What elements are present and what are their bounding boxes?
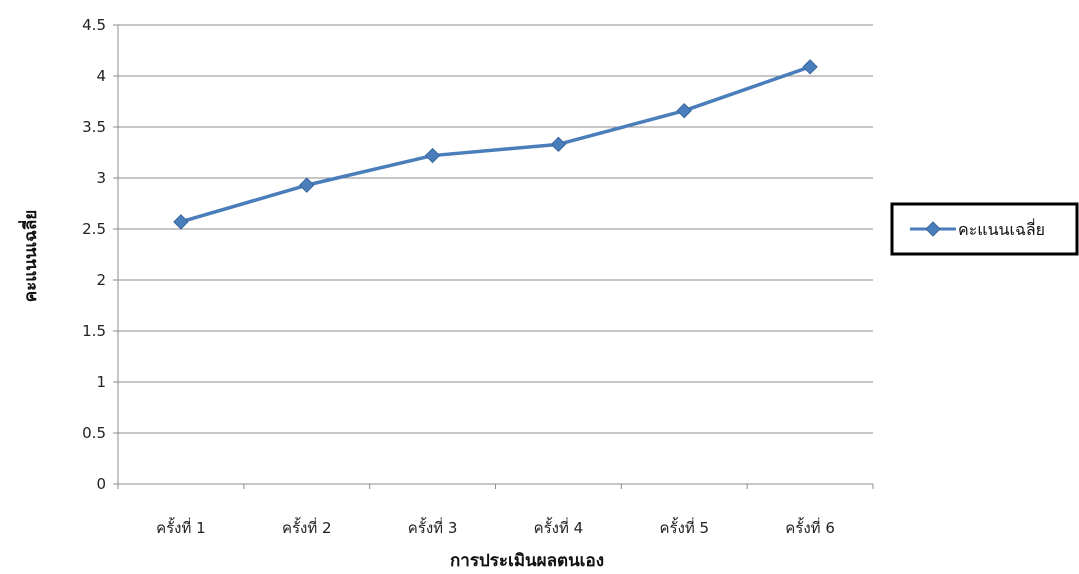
data-point-marker: [550, 136, 567, 153]
y-axis-title: คะแนนเฉลี่ย: [18, 210, 41, 302]
y-tick-label: 2: [96, 271, 106, 289]
data-point-marker: [299, 177, 315, 193]
data-point-marker: [173, 214, 189, 230]
data-point-marker: [802, 59, 818, 75]
x-tick-label: ครั้งที่ 5: [659, 517, 709, 537]
legend-label: คะแนนเฉลี่ย: [958, 218, 1045, 239]
y-tick-label: 2.5: [82, 220, 106, 238]
x-tick-label: ครั้งที่ 6: [785, 517, 835, 537]
legend-diamond-marker: [925, 221, 941, 237]
gridlines: [118, 24, 873, 434]
data-point-marker: [676, 102, 692, 119]
y-tick-label: 4.5: [82, 16, 106, 34]
x-tick-label: ครั้งที่ 2: [282, 517, 332, 537]
data-point-marker: [424, 147, 441, 164]
y-tick-label: 4: [96, 67, 106, 85]
axes: [113, 24, 874, 489]
y-tick-labels: 0 0.5 1 1.5 2 2.5 3 3.5 4 4.5: [82, 16, 106, 493]
x-tick-labels: ครั้งที่ 1 ครั้งที่ 2 ครั้งที่ 3 ครั้งที่ 4…: [156, 517, 835, 537]
y-tick-label: 3.5: [82, 118, 106, 136]
series-line: [180, 65, 811, 224]
y-tick-label: 0: [96, 475, 106, 493]
legend: คะแนนเฉลี่ย: [890, 202, 1079, 256]
x-tick-label: ครั้งที่ 3: [408, 517, 458, 537]
y-tick-label: 1: [96, 373, 106, 391]
y-tick-label: 1.5: [82, 322, 106, 340]
x-axis-title: การประเมินผลตนเอง: [450, 551, 604, 571]
x-tick-label: ครั้งที่ 4: [534, 517, 584, 537]
x-tick-label: ครั้งที่ 1: [156, 517, 206, 537]
y-tick-label: 3: [96, 169, 106, 187]
y-tick-label: 0.5: [82, 424, 106, 442]
series-layer: [173, 59, 818, 230]
